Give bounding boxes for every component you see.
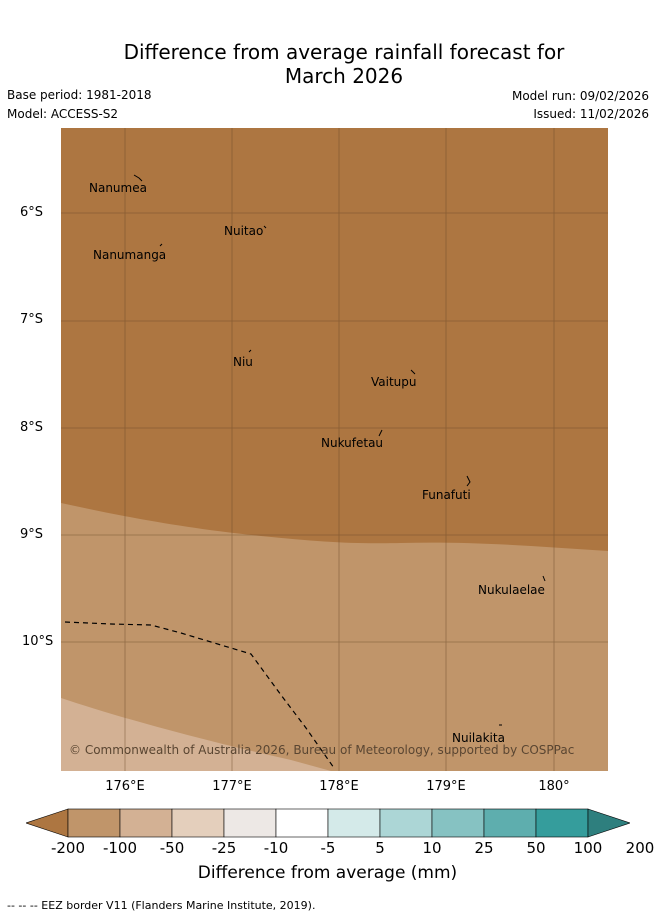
island-nukulaelae [542,575,546,582]
lat-label-8s: 8°S [20,420,44,435]
colorbar-tick-label: -25 [211,839,237,857]
colorbar-tick-label: -5 [320,839,336,857]
model-run: Model run: 09/02/2026 [511,89,649,103]
colorbar-segment [223,808,277,838]
label-niu: Niu [233,355,253,369]
lat-label-9s: 9°S [20,527,44,542]
issued-date: Issued: 11/02/2026 [533,107,649,121]
colorbar-tick-label: -200 [50,839,86,857]
colorbar-extend-low [26,808,69,838]
island-funafuti [466,475,471,487]
label-nanumanga: Nanumanga [93,248,166,262]
model-name: Model: ACCESS-S2 [7,107,119,121]
colorbar-segment [171,808,225,838]
colorbar-segment [431,808,485,838]
label-nanumea: Nanumea [89,181,147,195]
islands [133,174,546,726]
map-title: Difference from average rainfall forecas… [0,40,655,88]
colorbar-segment [67,808,121,838]
eez-border [64,621,335,769]
copyright-notice: © Commonwealth of Australia 2026, Bureau… [69,743,574,757]
base-period: Base period: 1981-2018 [7,88,152,102]
colorbar-segment [379,808,433,838]
label-vaitupu: Vaitupu [371,375,417,389]
label-nuitao: Nuitao [224,224,263,238]
island-nanumea [133,174,143,182]
lon-label-176e: 176°E [105,779,145,794]
lon-label-177e: 177°E [212,779,252,794]
graticule [61,128,608,771]
title-line-2: March 2026 [284,64,404,88]
colorbar-tick-label: 50 [526,839,546,857]
lon-label-180: 180° [538,779,570,794]
lon-label-178e: 178°E [319,779,359,794]
island-nuitao [263,225,267,229]
colorbar-tick-label: -50 [159,839,185,857]
island-nanumanga [159,243,163,247]
label-funafuti: Funafuti [422,488,471,502]
title-line-1: Difference from average rainfall forecas… [123,40,565,64]
colorbar-tick-label: -100 [102,839,138,857]
zone-medium [61,503,608,771]
lat-label-10s: 10°S [22,634,54,649]
rainfall-map: Nanumea Nuitao Nanumanga Niu Vaitupu Nuk… [61,128,608,771]
colorbar-segment [535,808,589,838]
eez-legend-note: -- -- -- EEZ border V11 (Flanders Marine… [7,899,316,912]
lat-label-7s: 7°S [20,312,44,327]
colorbar-segment [119,808,173,838]
label-nukufetau: Nukufetau [321,436,383,450]
colorbar [26,808,630,838]
colorbar-segment [275,808,329,838]
colorbar-tick-label: 10 [422,839,442,857]
colorbar-title: Difference from average (mm) [197,863,458,883]
colorbar-extend-high [587,808,630,838]
lat-label-6s: 6°S [20,205,44,220]
lon-label-179e: 179°E [426,779,466,794]
colorbar-tick-label: 25 [474,839,494,857]
colorbar-tick-label: 200 [625,839,655,857]
colorbar-tick-label: 100 [573,839,603,857]
island-niu [248,349,252,353]
colorbar-segment [483,808,537,838]
island-nukufetau [378,429,383,437]
label-nukulaelae: Nukulaelae [478,583,545,597]
colorbar-tick-label: 5 [375,839,385,857]
colorbar-segment [327,808,381,838]
zone-light [61,698,331,771]
label-nuilakita: Nuilakita [452,731,505,745]
island-vaitupu [410,369,416,375]
colorbar-tick-label: -10 [263,839,289,857]
